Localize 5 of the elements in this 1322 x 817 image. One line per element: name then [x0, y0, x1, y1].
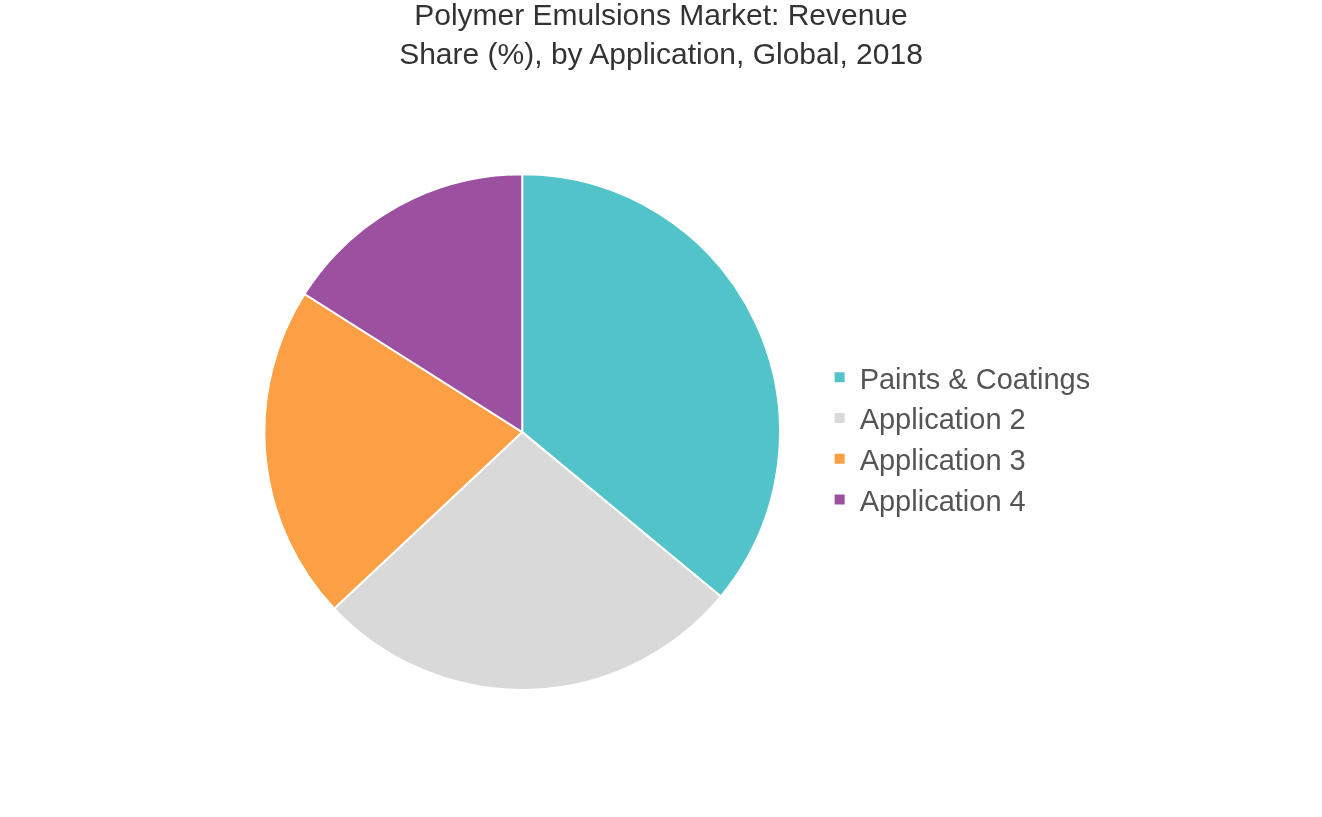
legend-label: Application 3 — [859, 444, 1026, 477]
legend-label: Paints & Coatings — [859, 362, 1091, 395]
legend-label: Application 4 — [859, 484, 1026, 517]
chart-title: Polymer Emulsions Market: Revenue Share (%), by Application, Global, 2018 — [399, 0, 923, 70]
legend-label: Application 2 — [859, 403, 1026, 436]
